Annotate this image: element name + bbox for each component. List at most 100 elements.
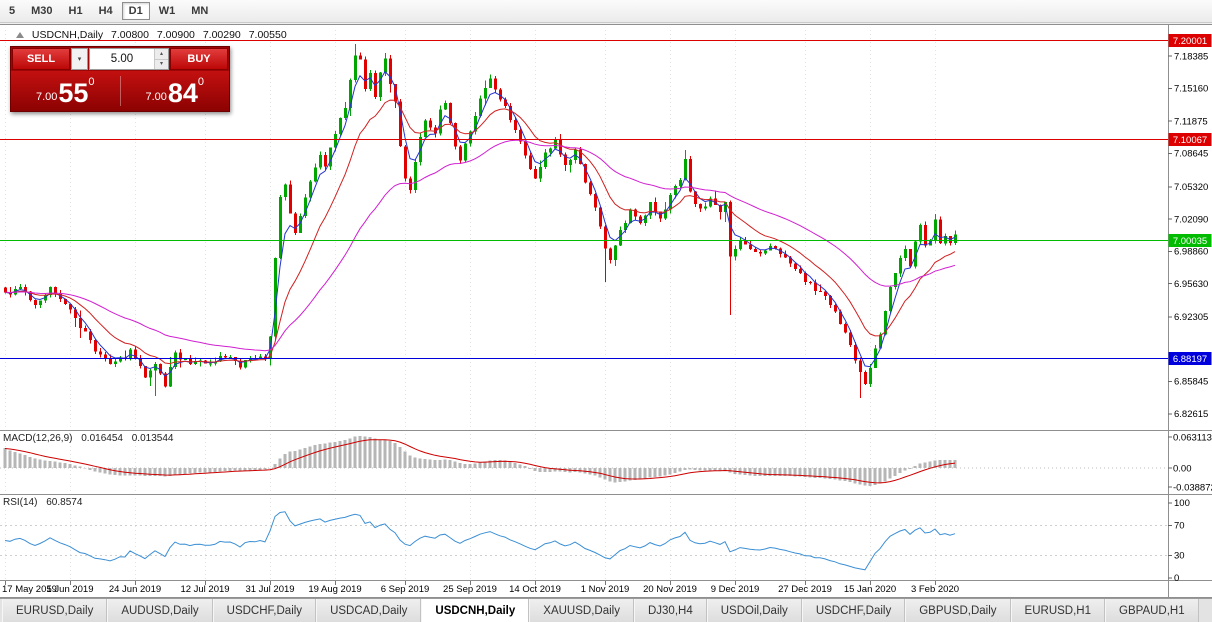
time-axis-label: 1 Nov 2019 [581, 584, 630, 595]
volume-increase-button[interactable]: ▴ [155, 49, 168, 60]
time-axis-label: 19 Aug 2019 [308, 584, 361, 595]
price-axis-label: 7.11875 [1174, 116, 1208, 127]
time-axis-label: 27 Dec 2019 [778, 584, 832, 595]
chart-tab-eurusd-daily[interactable]: EURUSD,Daily [2, 599, 108, 622]
rsi-line [4, 511, 956, 571]
macd-value-main: 0.016454 [81, 433, 123, 444]
chart-title: USDCNH,Daily 7.00800 7.00900 7.00290 7.0… [16, 29, 292, 41]
ma-40-line [4, 139, 956, 352]
period-button-mn[interactable]: MN [191, 5, 209, 17]
time-axis-label: 17 May 2019 [2, 584, 57, 595]
chart-shift-icon [16, 32, 24, 38]
chart-tab-gbpusd-daily[interactable]: GBPUSD,Daily [905, 599, 1011, 622]
period-button-d1[interactable]: D1 [121, 2, 150, 20]
macd-axis-label: -0.038872 [1173, 482, 1212, 493]
time-axis-label: 20 Nov 2019 [643, 584, 697, 595]
time-axis-label: 3 Feb 2020 [911, 584, 959, 595]
period-toolbar: 5 M30 H1 H4 D1 W1 MN [0, 0, 1212, 23]
volume-decrease-button[interactable]: ▾ [155, 59, 168, 69]
time-axis-label: 14 Oct 2019 [509, 584, 561, 595]
rsi-axis-label: 0 [1174, 573, 1179, 584]
time-axis-label: 12 Jul 2019 [180, 584, 229, 595]
buy-price-display[interactable]: 7.00 84 0 [121, 71, 230, 111]
chart-tab-usdchf-daily[interactable]: USDCHF,Daily [801, 599, 906, 622]
period-button-h4[interactable]: H4 [98, 5, 113, 17]
chart-tab-eurusd-h1[interactable]: EURUSD,H1 [1010, 599, 1106, 622]
macd-axis-label: 0.00 [1173, 463, 1192, 474]
chart-symbol-label: USDCNH,Daily [31, 29, 104, 41]
macd-axis-label: 0.063113 [1173, 432, 1212, 443]
sell-button[interactable]: SELL [12, 48, 70, 70]
chevron-down-icon: ▾ [77, 56, 82, 63]
price-tag-7.10067 [1168, 133, 1212, 146]
time-axis-label: 9 Dec 2019 [711, 584, 760, 595]
ohlc-high: 7.00900 [156, 29, 195, 41]
price-tag-text: 7.00035 [1173, 236, 1207, 247]
period-button-w1[interactable]: W1 [158, 5, 176, 17]
chart-tabs-bar: EURUSD,Daily AUDUSD,Daily USDCHF,Daily USDC… [0, 598, 1212, 622]
rsi-indicator-label: RSI(14) 60.8574 [3, 497, 88, 508]
price-tag-text: 7.20001 [1173, 36, 1207, 47]
candlestick-series [4, 44, 957, 398]
macd-indicator-label: MACD(12,26,9) 0.016454 0.013544 [3, 433, 179, 444]
period-button-5[interactable]: 5 [9, 5, 16, 17]
time-axis-label: 31 Jul 2019 [245, 584, 294, 595]
price-tag-7.00035 [1168, 234, 1212, 247]
ohlc-close: 7.00550 [248, 29, 287, 41]
price-axis[interactable]: 7.18385 7.15160 7.11875 7.08645 7.05320 7.020… [1168, 34, 1212, 584]
price-axis-label: 6.82615 [1174, 409, 1208, 420]
price-axis-label: 7.15160 [1174, 84, 1208, 95]
volume-input[interactable] [90, 49, 154, 69]
time-axis-label: 24 Jun 2019 [109, 584, 161, 595]
period-button-m30[interactable]: M30 [31, 5, 53, 17]
price-divider [119, 76, 121, 106]
chart-tab-dj30-h4[interactable]: DJ30,H4 [633, 599, 707, 622]
buy-price-point: 0 [197, 76, 205, 88]
price-tag-text: 7.10067 [1173, 135, 1207, 146]
period-button-h1[interactable]: H1 [68, 5, 83, 17]
buy-price-pips: 84 [167, 78, 198, 108]
rsi-axis-label: 70 [1174, 521, 1185, 532]
price-axis-label: 7.18385 [1174, 51, 1208, 62]
price-axis-label: 7.02090 [1174, 214, 1208, 225]
rsi-name: RSI(14) [3, 497, 38, 508]
time-axis-label: 15 Jan 2020 [844, 584, 896, 595]
ma-4-line [4, 70, 956, 377]
buy-button[interactable]: BUY [170, 48, 228, 70]
price-axis-label: 6.95630 [1174, 279, 1208, 290]
volume-field-wrap: ▴ ▾ [89, 48, 169, 70]
macd-name: MACD(12,26,9) [3, 433, 73, 444]
ohlc-open: 7.00800 [111, 29, 149, 41]
time-axis-label: 25 Sep 2019 [443, 584, 497, 595]
price-tag-6.88197 [1168, 352, 1212, 365]
trade-panel-controls: SELL ▾ ▴ ▾ BUY [11, 47, 229, 71]
chart-tab-audusd-daily[interactable]: AUDUSD,Daily [107, 599, 213, 622]
price-axis-label: 7.05320 [1174, 182, 1208, 193]
rsi-value: 60.8574 [46, 497, 83, 508]
macd-signal-line [4, 439, 956, 484]
sell-price-pips: 55 [58, 78, 89, 108]
sell-price-figure: 7.00 [35, 91, 58, 103]
chart-tab-usdoil-daily[interactable]: USDOil,Daily [706, 599, 802, 622]
chart-tab-gbpaud-h1[interactable]: GBPAUD,H1 [1105, 599, 1199, 622]
chart-tab-xauusd-daily[interactable]: XAUUSD,Daily [529, 599, 634, 622]
ma-13-line [4, 99, 956, 365]
price-tag-text: 6.88197 [1173, 354, 1207, 365]
ohlc-low: 7.00290 [202, 29, 241, 41]
time-axis-label: 5 Jun 2019 [46, 584, 93, 595]
price-axis-label: 7.08645 [1174, 149, 1208, 160]
rsi-axis-label: 30 [1174, 551, 1185, 562]
chart-tab-usdchf-daily[interactable]: USDCHF,Daily [212, 599, 317, 622]
volume-stepper: ▴ ▾ [154, 49, 168, 69]
rsi-axis-label: 100 [1174, 498, 1190, 509]
volume-dropdown-button[interactable]: ▾ [71, 48, 88, 70]
price-axis-label: 6.92305 [1174, 312, 1208, 323]
sell-price-display[interactable]: 7.00 55 0 [11, 71, 120, 111]
chart-tab-usdcad-daily[interactable]: USDCAD,Daily [316, 599, 422, 622]
time-axis-label: 6 Sep 2019 [381, 584, 430, 595]
pane-separators [0, 24, 1212, 598]
price-axis-label: 6.85845 [1174, 377, 1208, 388]
chart-tab-usdcnh-daily[interactable]: USDCNH,Daily [421, 599, 530, 622]
